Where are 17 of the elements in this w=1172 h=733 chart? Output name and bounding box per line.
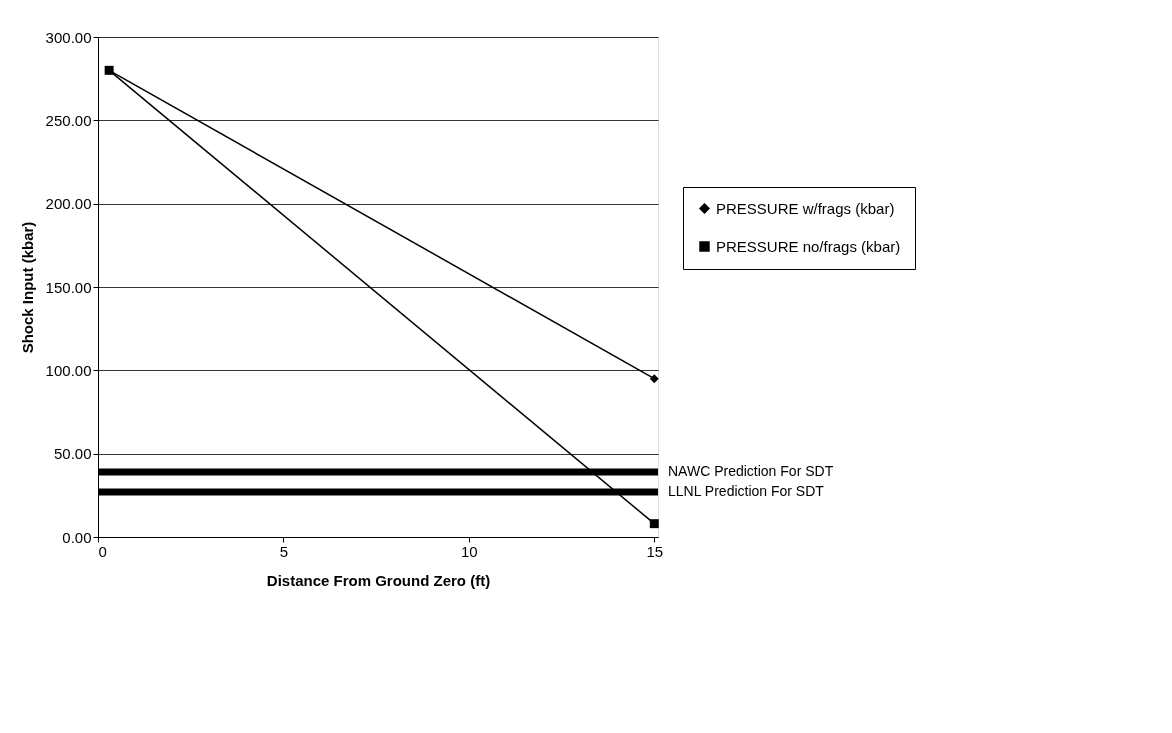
y-axis-title: Shock Input (kbar) [18,221,36,354]
x-tick-label: 5 [279,542,289,560]
y-tick-label: 150.00 [45,278,92,296]
x-axis-title: Distance From Ground Zero (ft) [266,571,491,589]
y-tick-label: 50.00 [53,445,92,463]
y-tick-label: 250.00 [45,111,92,129]
ref-line-label: NAWC Prediction For SDT [668,463,834,479]
y-tick-label: 200.00 [45,195,92,213]
y-tick-label: 100.00 [45,361,92,379]
x-tick-label: 0 [98,542,107,560]
x-tick-label: 10 [461,542,478,560]
x-tick-label: 15 [646,542,664,560]
y-tick-label: 0.00 [62,528,92,546]
y-tick-label: 300.00 [45,28,92,46]
ref-line-label: LLNL Prediction For SDT [668,483,825,499]
legend-label: PRESSURE w/frags (kbar) [716,199,895,217]
legend-label: PRESSURE no/frags (kbar) [716,237,901,255]
